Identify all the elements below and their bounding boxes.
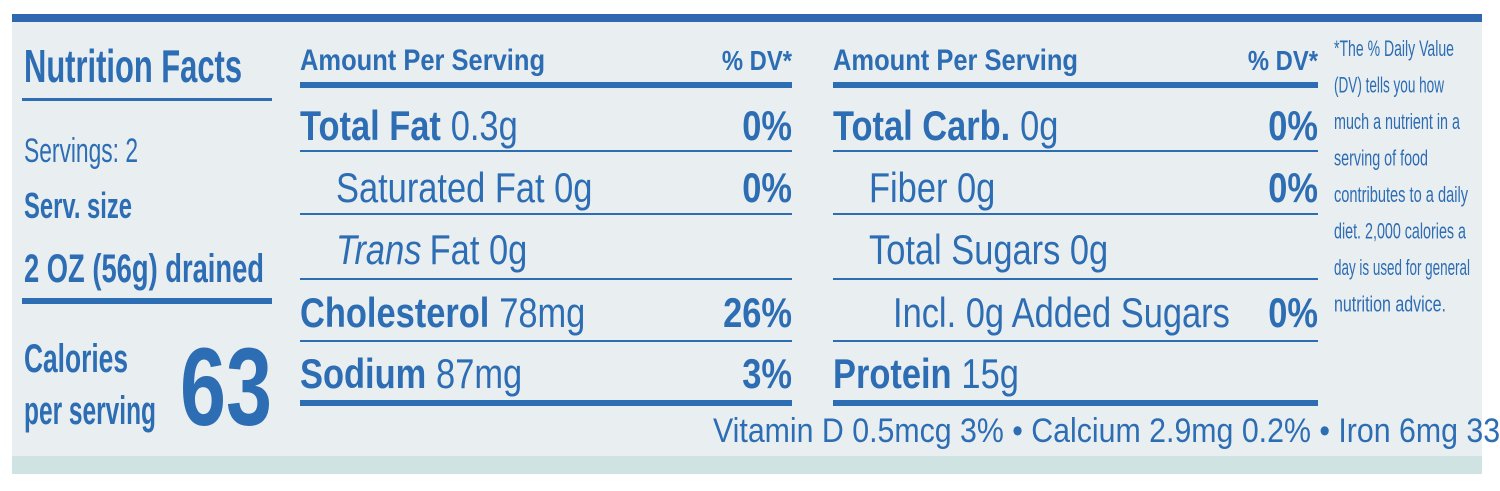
- servings: Servings: 2: [24, 132, 138, 170]
- column-header: Amount Per Serving: [300, 43, 545, 76]
- nutrient-name: Total Fat: [300, 103, 441, 150]
- rule: [833, 82, 1318, 88]
- daily-value: 26%: [723, 290, 792, 337]
- daily-value: 0%: [1268, 165, 1318, 212]
- nutrient: Cholesterol 78mg: [300, 290, 585, 337]
- nutrient: Trans Fat 0g: [336, 227, 527, 274]
- serv-size-label: Serv. size: [24, 185, 132, 226]
- nutrient-name: Cholesterol: [300, 290, 489, 337]
- rule: [300, 340, 792, 342]
- nutrient-italic: Trans: [336, 227, 421, 274]
- rule: [833, 340, 1318, 342]
- calories-label: Calories: [24, 337, 128, 381]
- calories-label: per serving: [24, 389, 156, 433]
- rule: [300, 400, 792, 406]
- nutrient: Total Carb. 0g: [833, 103, 1058, 150]
- rule: [833, 278, 1318, 280]
- nutrient-name: Protein: [833, 351, 952, 398]
- nutrient-name: Total Sugars 0g: [869, 227, 1108, 274]
- nutrient-name: Fiber 0g: [869, 165, 995, 212]
- nutrient-amount: 0g: [1020, 103, 1058, 150]
- rule: [22, 98, 272, 101]
- title: Nutrition Facts: [24, 40, 242, 92]
- nutrient-name: Incl. 0g Added Sugars: [893, 290, 1230, 337]
- daily-value: 0%: [742, 165, 792, 212]
- daily-value: 3%: [742, 351, 792, 398]
- column-header: Amount Per Serving: [833, 43, 1078, 76]
- nutrient: Incl. 0g Added Sugars: [893, 290, 1230, 337]
- serv-size: 2 OZ (56g) drained: [24, 247, 264, 291]
- footnote-line: day is used for general: [1334, 255, 1470, 280]
- rule: [833, 400, 1318, 406]
- nutrient: Total Sugars 0g: [869, 227, 1108, 274]
- rule: [22, 298, 272, 304]
- nutrient-amount: 15g: [961, 351, 1018, 398]
- footnote-line: nutrition advice.: [1334, 292, 1446, 317]
- footnote-line: contributes to a daily: [1334, 182, 1468, 207]
- daily-value: 0%: [1268, 103, 1318, 150]
- footnote-line: serving of food: [1334, 146, 1428, 171]
- nutrient: Fiber 0g: [869, 165, 995, 212]
- rule: [300, 278, 792, 280]
- rule: [833, 150, 1318, 152]
- footnote-line: *The % Daily Value: [1334, 36, 1454, 61]
- rule: [300, 82, 792, 88]
- bottom-strip: [12, 456, 1482, 474]
- dv-header: % DV*: [722, 44, 793, 76]
- daily-value: 0%: [742, 103, 792, 150]
- rule: [300, 150, 792, 152]
- nutrient: Protein 15g: [833, 351, 1019, 398]
- top-edge: [12, 14, 1482, 22]
- footnote-line: much a nutrient in a: [1334, 109, 1460, 134]
- footnote-line: (DV) tells you how: [1334, 73, 1444, 98]
- nutrient: Saturated Fat 0g: [336, 165, 592, 212]
- nutrient: Total Fat 0.3g: [300, 103, 518, 150]
- rule: [300, 213, 792, 215]
- footnote-line: diet. 2,000 calories a: [1334, 219, 1466, 244]
- nutrient-amount: 87mg: [436, 351, 522, 398]
- nutrient-amount: 78mg: [499, 290, 585, 337]
- rule: [833, 213, 1318, 215]
- vitamins: Vitamin D 0.5mcg 3% • Calcium 2.9mg 0.2%…: [713, 412, 1500, 450]
- nutrient-name: Saturated Fat 0g: [336, 165, 592, 212]
- nutrient-amount: 0.3g: [451, 103, 518, 150]
- nutrient-name: Fat 0g: [430, 227, 528, 274]
- calories-value: 63: [180, 326, 272, 449]
- label-panel: [12, 14, 1482, 474]
- nutrient-name: Sodium: [300, 351, 426, 398]
- dv-header: % DV*: [1248, 44, 1319, 76]
- nutrient-name: Total Carb.: [833, 103, 1010, 150]
- nutrient: Sodium 87mg: [300, 351, 522, 398]
- daily-value: 0%: [1268, 290, 1318, 337]
